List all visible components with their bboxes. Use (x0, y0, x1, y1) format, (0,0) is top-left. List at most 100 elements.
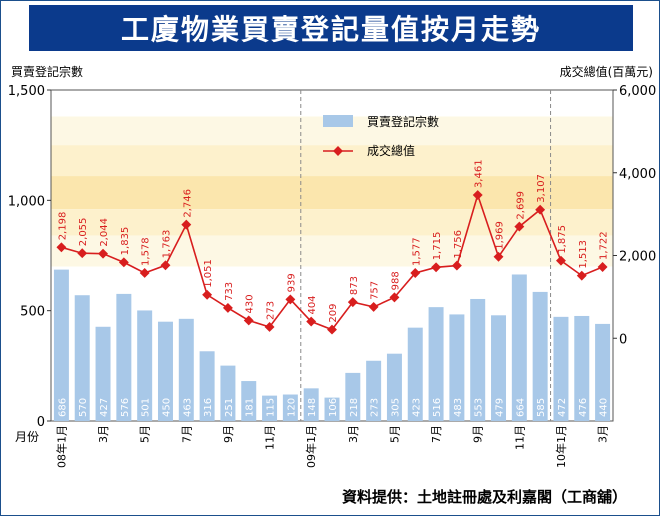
line-value-label: 2,746 (182, 189, 193, 218)
bar-value-label: 427 (99, 398, 110, 417)
bar-value-label: 148 (307, 398, 318, 417)
line-point (451, 260, 462, 271)
bar-value-label: 450 (161, 398, 172, 417)
background-band (51, 209, 613, 236)
bar (553, 316, 569, 421)
line-value-label: 1,578 (141, 237, 152, 266)
y-left-tick-label: 1,500 (8, 84, 45, 99)
bar-value-label: 472 (557, 398, 568, 417)
line-point (306, 316, 317, 327)
bar-value-label: 501 (141, 398, 152, 417)
line-point (160, 260, 171, 271)
bar-value-label: 423 (411, 398, 422, 417)
legend-bar-swatch (323, 115, 353, 127)
bar (262, 395, 278, 421)
line-point (243, 315, 254, 326)
x-tick-label: 11月 (264, 425, 277, 450)
bar-value-label: 476 (578, 398, 589, 417)
bar (386, 353, 402, 421)
line-point (327, 324, 337, 335)
y-left-tick-label: 500 (20, 305, 45, 320)
line-point (597, 262, 608, 272)
bar-value-label: 120 (286, 398, 297, 417)
bar-value-label: 570 (78, 398, 89, 417)
x-tick-label: 3月 (347, 425, 360, 443)
legend-line-marker (333, 146, 343, 156)
bar-value-label: 585 (536, 398, 547, 417)
bar (511, 274, 527, 421)
line-value-label: 873 (349, 276, 360, 295)
bar (595, 323, 611, 421)
y-right-tick-label: 6,000 (619, 84, 656, 99)
line-point (77, 248, 88, 259)
x-tick-label: 11月 (513, 425, 526, 450)
line-point (285, 294, 296, 305)
bar-value-label: 686 (57, 398, 68, 417)
bar (324, 397, 340, 421)
bar (282, 394, 298, 421)
x-tick-label: 08年1月 (54, 425, 68, 468)
bar (116, 293, 132, 421)
line-value-label: 757 (370, 281, 381, 300)
bar (574, 315, 590, 421)
x-tick-label: 7月 (430, 425, 443, 443)
bar (157, 321, 173, 421)
x-tick-label: 3月 (97, 425, 110, 443)
line-point (347, 297, 358, 308)
y-left-tick-label: 1,000 (8, 194, 45, 209)
bar-value-label: 251 (224, 398, 235, 417)
bar-value-label: 316 (203, 398, 214, 417)
line-value-label: 1,756 (453, 230, 464, 259)
x-tick-label: 5月 (388, 425, 401, 443)
y-right-tick-label: 4,000 (619, 167, 656, 182)
bar-value-label: 181 (245, 398, 256, 417)
line-point (431, 262, 442, 273)
line-value-label: 939 (286, 273, 297, 292)
bar-value-label: 273 (370, 398, 381, 417)
bar-value-label: 463 (182, 398, 193, 417)
x-tick-label: 09年1月 (304, 425, 318, 468)
x-axis-title: 月份 (15, 430, 39, 444)
line-value-label: 2,198 (57, 212, 68, 241)
y-right-axis-title: 成交總值(百萬元) (559, 65, 653, 79)
bar-value-label: 106 (328, 398, 339, 417)
x-tick-label: 9月 (222, 425, 235, 443)
line-point (410, 268, 421, 278)
line-point (514, 221, 525, 232)
line-point (202, 289, 213, 300)
bar (303, 388, 319, 421)
line-value-label: 1,513 (578, 240, 589, 269)
line-value-label: 1,715 (432, 232, 443, 261)
line-value-label: 1,051 (203, 259, 214, 288)
line-point (472, 190, 483, 201)
bar (532, 291, 548, 421)
bar-value-label: 576 (120, 398, 131, 417)
source-note: 資料提供：土地註冊處及利嘉閣（工商舖） (341, 488, 627, 506)
chart-title: 工廈物業買賣登記量值按月走勢 (120, 13, 541, 46)
line-point (389, 292, 400, 303)
bar (366, 360, 382, 421)
bar-value-label: 553 (474, 398, 485, 417)
line-value-label: 988 (390, 271, 401, 290)
bar (95, 326, 111, 421)
x-tick-label: 10年1月 (554, 425, 568, 468)
bar (449, 314, 465, 421)
bar-value-label: 115 (266, 398, 277, 417)
x-tick-label: 9月 (472, 425, 485, 443)
bar-value-label: 479 (495, 398, 506, 417)
bar (220, 365, 236, 421)
y-right-tick-label: 0 (619, 332, 627, 347)
line-point (535, 204, 546, 215)
line-point (222, 302, 233, 313)
legend-bar-label: 買賣登記宗數 (367, 114, 439, 129)
line-point (368, 301, 379, 312)
bar (178, 318, 194, 421)
line-value-label: 1,763 (161, 230, 172, 259)
line-value-label: 733 (224, 282, 235, 301)
line-value-label: 1,875 (557, 225, 568, 254)
bar-value-label: 516 (432, 398, 443, 417)
legend-line-label: 成交總值 (367, 143, 415, 158)
line-value-label: 1,835 (120, 227, 131, 256)
background-band (51, 145, 613, 177)
